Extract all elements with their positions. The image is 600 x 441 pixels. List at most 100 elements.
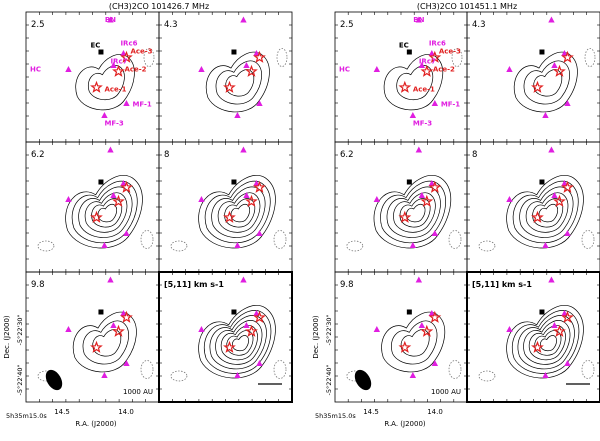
- triangle-marker: [101, 112, 108, 118]
- contour: [383, 54, 444, 111]
- panel-frame: [25, 141, 160, 273]
- contour: [204, 180, 271, 244]
- triangle-marker: [240, 146, 247, 153]
- ec-marker: [539, 49, 545, 55]
- panel-frame: [334, 271, 468, 403]
- star-marker: [253, 310, 266, 323]
- contour: [523, 60, 570, 105]
- triangle-marker: [548, 146, 555, 153]
- ec-marker: [98, 49, 104, 55]
- source-label: Ace-2: [124, 66, 146, 74]
- triangle-marker: [418, 62, 426, 68]
- triangle-marker: [561, 310, 568, 316]
- map-panel: 4.3: [158, 11, 293, 143]
- triangle-marker: [253, 180, 260, 186]
- figure-title: (CH3)2CO 101426.7 MHz: [109, 2, 209, 11]
- contour: [209, 315, 267, 370]
- triangle-marker: [373, 66, 381, 72]
- source-label: HC: [30, 66, 41, 74]
- star-marker: [428, 50, 442, 63]
- contour: [540, 335, 557, 352]
- source-label: EC: [399, 42, 409, 50]
- triangle-marker: [256, 360, 263, 366]
- triangle-marker: [240, 16, 247, 23]
- source-label: Ace-2: [433, 66, 455, 74]
- map-panel: 4.3: [466, 11, 600, 143]
- triangle-marker: [107, 146, 114, 153]
- triangle-marker: [110, 62, 117, 68]
- source-label: MF-1: [441, 101, 460, 109]
- star-marker: [428, 310, 442, 323]
- panel-frame: [158, 141, 293, 273]
- triangle-marker: [198, 326, 205, 332]
- contour: [215, 320, 263, 365]
- contour: [198, 175, 276, 249]
- contour: [506, 175, 584, 249]
- contour: [391, 320, 438, 365]
- negative-contour: [584, 48, 596, 67]
- map-panel: 8: [466, 141, 600, 273]
- triangle-marker: [234, 112, 241, 118]
- contour: [198, 305, 276, 379]
- star-marker: [428, 180, 442, 193]
- triangle-marker: [101, 242, 108, 248]
- negative-contour: [140, 230, 154, 249]
- ec-marker: [231, 179, 237, 185]
- triangle-marker: [240, 276, 247, 283]
- star-marker: [398, 340, 412, 353]
- ec-marker: [98, 309, 104, 315]
- negative-contour: [170, 240, 188, 252]
- star-marker: [253, 180, 266, 193]
- star-marker: [420, 324, 434, 337]
- star-marker: [420, 194, 434, 207]
- contour: [225, 69, 255, 97]
- triangle-marker: [123, 100, 130, 106]
- triangle-marker: [123, 360, 130, 366]
- triangle-marker: [551, 62, 558, 68]
- velocity-label: 2.5: [340, 20, 354, 30]
- contour: [533, 69, 563, 97]
- y-tick-label: -5°22'40": [16, 364, 24, 395]
- negative-contour: [273, 360, 287, 379]
- triangle-marker: [561, 180, 568, 186]
- star-marker: [245, 324, 258, 337]
- triangle-marker: [234, 372, 241, 378]
- map-panel: 6.2: [25, 141, 160, 273]
- x-tick-label: 5h35m15.0s: [6, 412, 47, 420]
- contour: [75, 54, 135, 111]
- ec-marker: [406, 179, 412, 185]
- negative-contour: [478, 370, 496, 382]
- velocity-label: 6.2: [340, 150, 354, 160]
- source-label: Ace-3: [130, 48, 152, 56]
- x-tick-label: 5h35m15.0s: [315, 412, 356, 420]
- star-marker: [553, 194, 566, 207]
- x-tick-label: 14.0: [118, 408, 134, 416]
- source-label: HC: [339, 66, 350, 74]
- star-marker: [561, 310, 574, 323]
- contour: [230, 203, 251, 223]
- contour: [71, 180, 138, 244]
- triangle-marker: [253, 50, 260, 56]
- star-marker: [553, 324, 566, 337]
- beam-ellipse: [45, 369, 63, 391]
- panel-frame: [466, 11, 600, 143]
- negative-contour: [451, 48, 463, 67]
- triangle-marker: [120, 310, 127, 316]
- contour: [226, 330, 254, 356]
- star-marker: [561, 50, 574, 63]
- contour: [88, 65, 125, 101]
- triangle-marker: [542, 242, 549, 248]
- triangle-marker: [506, 196, 513, 202]
- source-label: IRc6: [120, 40, 137, 48]
- star-marker: [253, 50, 266, 63]
- star-marker: [112, 64, 125, 77]
- triangle-marker: [123, 230, 130, 236]
- negative-contour: [581, 360, 595, 379]
- triangle-marker: [409, 372, 417, 378]
- triangle-marker: [415, 276, 423, 283]
- triangle-marker: [253, 310, 260, 316]
- triangle-marker: [431, 230, 439, 236]
- panel-frame: [25, 271, 160, 403]
- triangle-marker: [506, 66, 513, 72]
